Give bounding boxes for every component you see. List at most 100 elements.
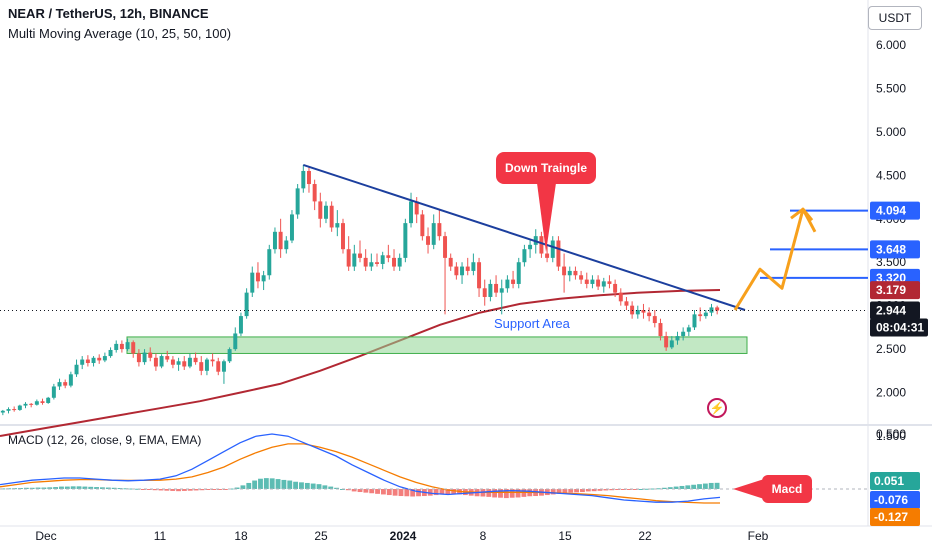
price-tick-label: 4.500 bbox=[876, 168, 906, 182]
candle bbox=[250, 266, 255, 297]
candle-body bbox=[182, 361, 187, 367]
candle bbox=[465, 257, 470, 276]
macd-histogram-bar bbox=[322, 485, 328, 489]
candle-body bbox=[119, 343, 124, 350]
macd-histogram-bar bbox=[164, 489, 170, 491]
time-tick-label: 15 bbox=[558, 529, 572, 543]
macd-histogram-bar bbox=[673, 486, 679, 489]
candle bbox=[153, 353, 158, 371]
candle-body bbox=[165, 356, 170, 360]
candle-body bbox=[658, 323, 663, 337]
price-tag-label: 3.648 bbox=[876, 242, 906, 256]
down-trendline bbox=[302, 163, 746, 311]
candle-body bbox=[358, 253, 362, 258]
candle bbox=[306, 166, 311, 193]
candle bbox=[187, 353, 192, 369]
lightning-icon[interactable]: ⚡ bbox=[707, 398, 727, 418]
macd-histogram-bar bbox=[193, 489, 199, 491]
candle-body bbox=[125, 342, 130, 350]
macd-histogram-bar bbox=[591, 489, 597, 492]
candle-body bbox=[363, 257, 368, 267]
candle-body bbox=[579, 275, 584, 280]
candle-body bbox=[505, 279, 510, 289]
candle-body bbox=[80, 359, 85, 365]
candle bbox=[709, 303, 714, 317]
macd-histogram-bar bbox=[404, 489, 410, 497]
macd-histogram-bar bbox=[620, 489, 626, 490]
macd-histogram-bar bbox=[626, 489, 632, 490]
candle-body bbox=[573, 270, 578, 276]
macd-histogram-bar bbox=[35, 487, 41, 489]
price-axis[interactable]: 6.0005.5005.0004.5004.0003.5003.0002.500… bbox=[870, 38, 928, 526]
candle-body bbox=[23, 403, 28, 406]
macd-histogram-bar bbox=[94, 487, 100, 489]
time-tick-label: 2024 bbox=[390, 529, 417, 543]
macd-histogram-bar bbox=[275, 479, 281, 489]
macd-histogram-bar bbox=[550, 489, 556, 495]
candle bbox=[119, 340, 124, 353]
candle-body bbox=[335, 223, 340, 228]
candle bbox=[477, 257, 482, 297]
macd-label[interactable]: MACD (12, 26, close, 9, EMA, EMA) bbox=[8, 433, 202, 447]
candle bbox=[278, 218, 283, 258]
candle bbox=[238, 312, 243, 337]
candle-body bbox=[148, 352, 153, 358]
macd-histogram-bar bbox=[293, 481, 299, 489]
time-tick-label: Feb bbox=[748, 529, 769, 543]
time-tick-label: 8 bbox=[480, 529, 487, 543]
macd-histogram-bar bbox=[310, 483, 316, 489]
macd-line bbox=[0, 433, 721, 503]
candle-body bbox=[40, 401, 45, 403]
candle-body bbox=[108, 349, 113, 357]
candle bbox=[34, 399, 39, 406]
macd-histogram-bar bbox=[88, 486, 94, 489]
symbol-title[interactable]: NEAR / TetherUS, 12h, BINANCE bbox=[8, 6, 209, 21]
macd-histogram-bar bbox=[82, 486, 88, 489]
candle bbox=[630, 301, 635, 319]
time-tick-label: Dec bbox=[35, 529, 56, 543]
macd-value-label: -0.076 bbox=[874, 493, 908, 507]
candle bbox=[403, 218, 408, 263]
candle-body bbox=[312, 184, 317, 202]
candle-body bbox=[329, 205, 334, 228]
time-tick-label: 18 bbox=[234, 529, 248, 543]
candle-body bbox=[159, 356, 164, 367]
candle bbox=[618, 288, 623, 306]
candle bbox=[159, 354, 164, 369]
macd-histogram-bar bbox=[667, 487, 673, 489]
indicator-label[interactable]: Multi Moving Average (10, 25, 50, 100) bbox=[8, 26, 232, 41]
candle-body bbox=[51, 386, 56, 398]
candle-body bbox=[550, 240, 555, 258]
currency-button[interactable]: USDT bbox=[868, 6, 922, 30]
time-axis[interactable]: Dec 11 18 25 2024 8 15 22 Feb bbox=[35, 529, 768, 543]
time-tick-label: 11 bbox=[154, 529, 167, 543]
candle-body bbox=[556, 240, 561, 267]
projection-path bbox=[733, 207, 817, 311]
macd-histogram-bar bbox=[123, 488, 129, 490]
candle-body bbox=[210, 359, 215, 362]
macd-histogram-bar bbox=[53, 487, 59, 489]
price-tag-label: 4.094 bbox=[876, 204, 906, 218]
candle-body bbox=[142, 352, 147, 363]
macd-pane[interactable] bbox=[0, 433, 868, 504]
candle bbox=[488, 279, 493, 302]
candle bbox=[426, 227, 431, 254]
candle bbox=[358, 240, 362, 263]
candle-body bbox=[170, 359, 175, 365]
macd-histogram-bar bbox=[685, 485, 691, 489]
candle-body bbox=[641, 310, 646, 313]
candle-body bbox=[68, 374, 73, 386]
price-pane[interactable] bbox=[0, 163, 868, 437]
price-tag-label: 2.944 bbox=[876, 304, 906, 318]
candle-body bbox=[522, 249, 527, 263]
candle-body bbox=[375, 262, 379, 264]
macd-histogram-bar bbox=[445, 489, 451, 495]
candle bbox=[511, 270, 516, 289]
candle-body bbox=[567, 270, 572, 276]
candle bbox=[460, 262, 465, 284]
macd-histogram-bar bbox=[580, 489, 585, 493]
price-tag bbox=[870, 240, 920, 259]
candle bbox=[216, 357, 221, 376]
macd-histogram-bar bbox=[76, 486, 82, 489]
